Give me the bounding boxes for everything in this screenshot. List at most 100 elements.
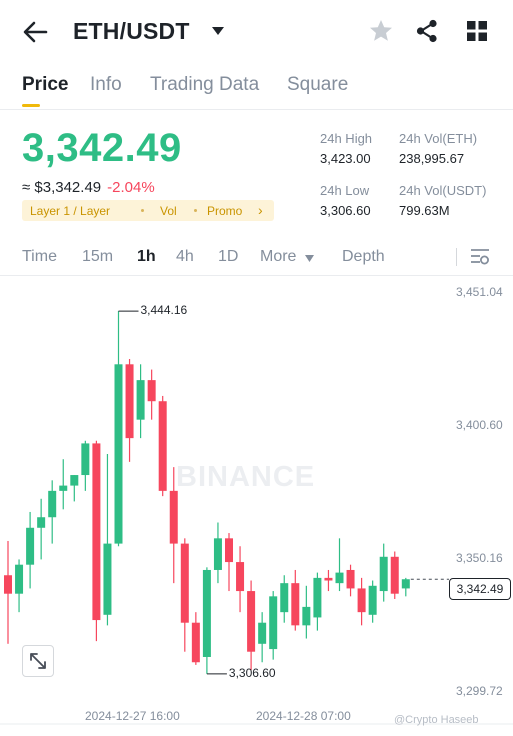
expand-icon (30, 653, 46, 669)
interval-more[interactable]: More (260, 248, 297, 265)
vol-usdt-label: 24h Vol(USDT) (399, 183, 487, 198)
share-icon[interactable] (414, 18, 440, 44)
candle (401, 577, 410, 597)
candle-body (136, 380, 145, 420)
candle-body (390, 556, 399, 594)
candle-body (125, 364, 134, 439)
interval-depth[interactable]: Depth (342, 248, 385, 265)
last-price: 3,342.49 (22, 126, 182, 170)
candle (180, 538, 189, 652)
candle-body (346, 569, 355, 589)
candle (379, 543, 388, 602)
candle (313, 572, 322, 631)
candle-body (4, 575, 12, 594)
candle-body (59, 485, 68, 491)
high-marker-label: 3,444.16 (140, 303, 188, 318)
sub-price-line: ≈ $3,342.49 -2.04% (22, 179, 155, 196)
candle (103, 453, 112, 626)
candle-body (114, 364, 123, 544)
tab-info[interactable]: Info (90, 74, 122, 95)
x-tick-label: 2024-12-28 07:00 (256, 709, 351, 723)
tag-strip[interactable]: Layer 1 / Layer Vol Promo › (22, 200, 274, 221)
candle (70, 475, 79, 502)
candle (324, 569, 333, 592)
x-tick-label: 2024-12-27 16:00 (85, 709, 180, 723)
active-tab-indicator (22, 104, 40, 107)
candlestick-plot (0, 310, 513, 725)
candle-body (401, 579, 410, 589)
high-value: 3,423.00 (320, 151, 371, 166)
fiat-price: ≈ $3,342.49 (22, 179, 102, 196)
candle-body (324, 577, 333, 581)
price-change: -2.04% (107, 179, 155, 196)
binance-watermark: BINANCE (176, 461, 316, 493)
candle (48, 480, 57, 544)
candle-body (26, 527, 35, 565)
candle-body (92, 443, 101, 621)
chevron-right-icon[interactable]: › (258, 202, 263, 218)
low-label: 24h Low (320, 183, 370, 198)
y-tick-label: 3,400.60 (456, 418, 503, 432)
candle-body (70, 475, 79, 486)
candle-body (213, 538, 222, 570)
tag-separator (194, 209, 197, 212)
candle-body (147, 380, 156, 402)
candle-body (368, 585, 377, 615)
candle-body (158, 401, 167, 491)
candle (81, 440, 90, 491)
tab-bar: Price Info Trading Data Square (0, 64, 513, 110)
tab-trading-data[interactable]: Trading Data (150, 74, 260, 95)
grid-icon[interactable] (466, 20, 488, 42)
candle (236, 546, 245, 613)
high-label: 24h High (320, 131, 373, 146)
interval-4h[interactable]: 4h (176, 248, 194, 265)
credit-text: @Crypto Haseeb (394, 714, 479, 726)
candle-body (335, 572, 344, 584)
candle-body (202, 569, 211, 657)
interval-15m[interactable]: 15m (82, 248, 114, 265)
pair-title[interactable]: ETH/USDT (73, 18, 190, 44)
candle-body (180, 543, 189, 623)
candle (280, 575, 289, 623)
interval-1h[interactable]: 1h (137, 248, 156, 265)
back-arrow-icon[interactable] (20, 18, 50, 46)
candle-body (280, 583, 289, 613)
candle (92, 440, 101, 642)
candle (247, 580, 256, 671)
candle (125, 359, 134, 462)
caret-down-icon[interactable] (210, 24, 226, 38)
tab-price[interactable]: Price (22, 74, 69, 95)
tag-layer[interactable]: Layer 1 / Layer (30, 204, 111, 218)
candle-body (313, 577, 322, 618)
candle (136, 364, 145, 439)
candle (269, 591, 278, 660)
interval-time[interactable]: Time (22, 248, 57, 265)
candle (59, 459, 68, 510)
candle (158, 395, 167, 497)
candle (357, 577, 366, 626)
interval-1d[interactable]: 1D (218, 248, 239, 265)
tab-square[interactable]: Square (287, 74, 349, 95)
price-chart[interactable]: BINANCE 3,451.04 3,400.60 3,350.16 3,299… (0, 277, 513, 736)
candle-body (236, 562, 245, 592)
candle (225, 533, 233, 592)
candle-body (225, 538, 233, 563)
last-price-tag: 3,342.49 (449, 578, 511, 600)
more-caret-icon[interactable] (304, 254, 315, 263)
candle (346, 564, 355, 597)
candle-body (37, 517, 46, 528)
chart-settings-icon[interactable] (470, 248, 490, 266)
tag-promo[interactable]: Promo (207, 204, 243, 218)
tag-vol[interactable]: Vol (160, 204, 177, 218)
expand-chart-button[interactable] (22, 645, 54, 677)
candle (258, 612, 267, 663)
y-tick-label: 3,350.16 (456, 551, 503, 565)
candle (202, 567, 211, 674)
candle-body (357, 588, 366, 613)
candle-body (169, 490, 178, 544)
star-icon[interactable] (368, 18, 394, 44)
candle-body (302, 606, 311, 626)
vol-eth-value: 238,995.67 (399, 151, 465, 166)
tag-separator (141, 209, 144, 212)
candle (302, 585, 311, 639)
